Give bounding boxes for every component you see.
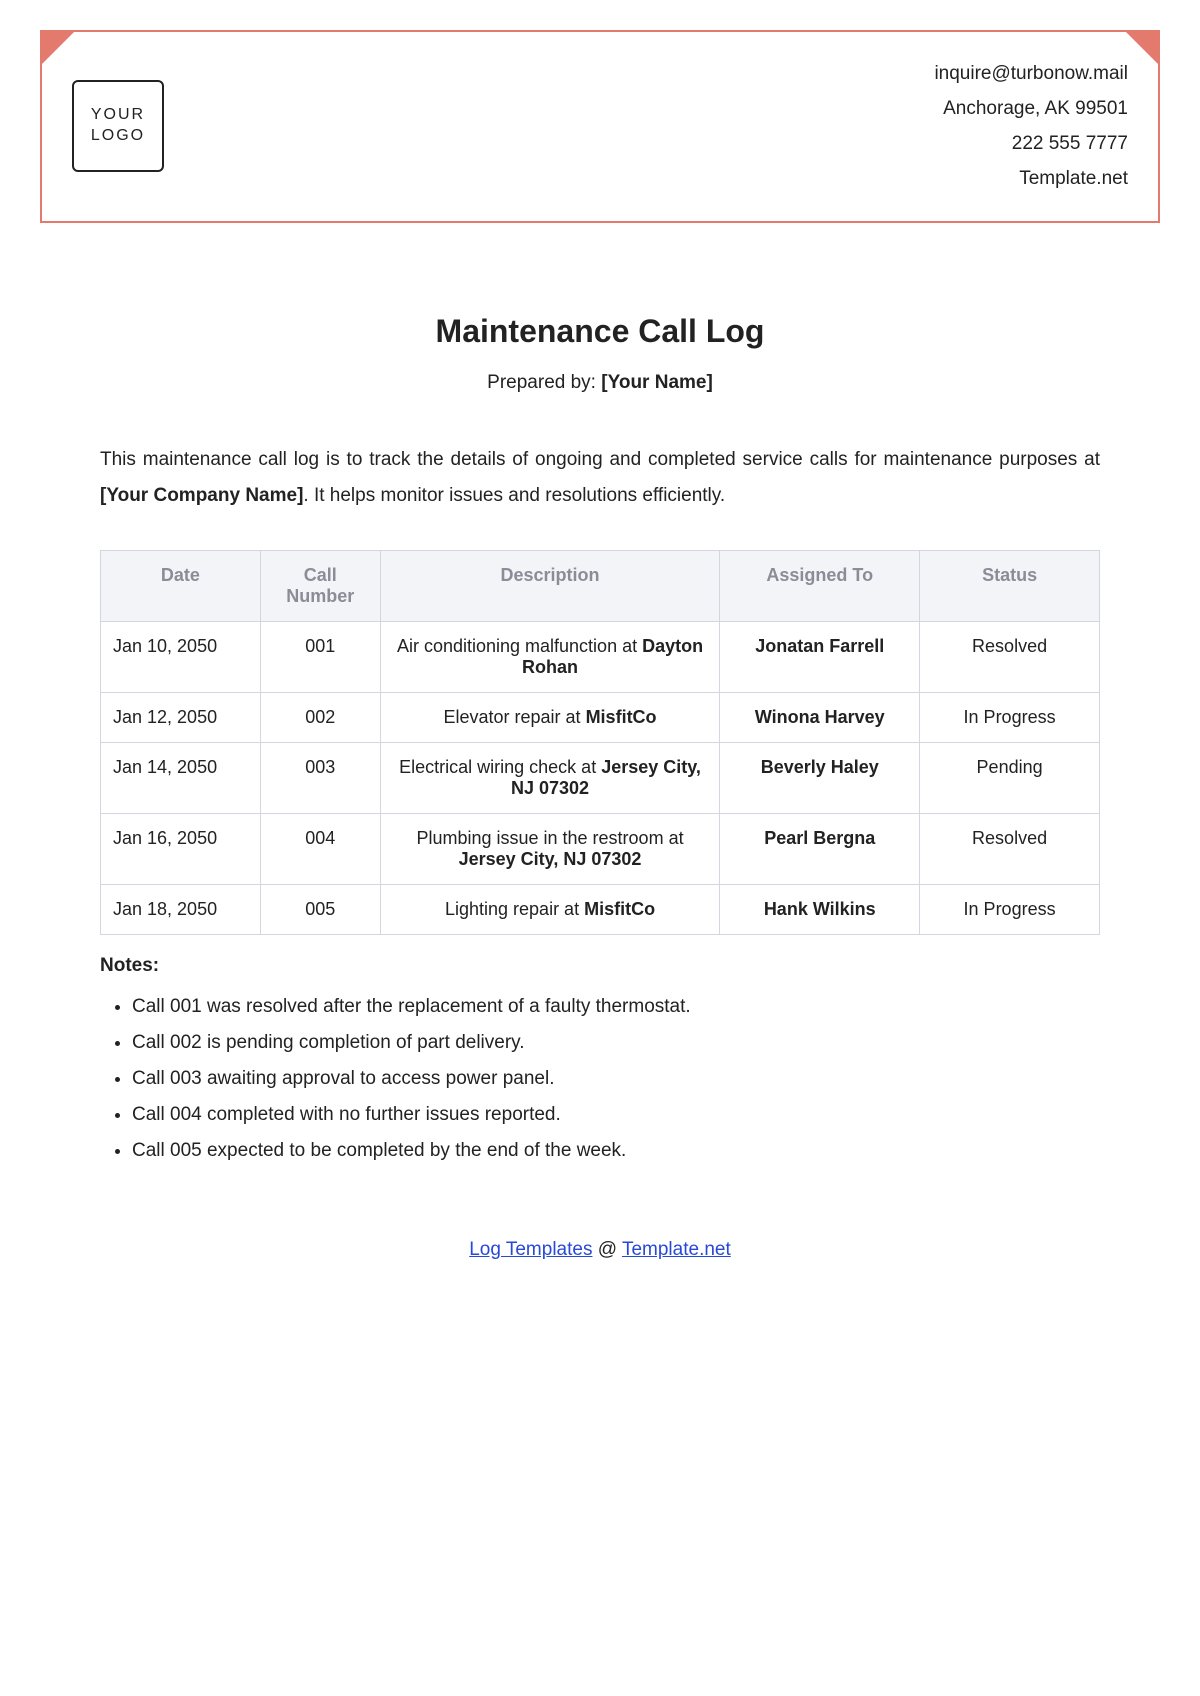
- notes-title: Notes:: [100, 955, 1100, 977]
- cell-date: Jan 16, 2050: [101, 813, 261, 884]
- contact-site: Template.net: [934, 161, 1128, 196]
- intro-pre: This maintenance call log is to track th…: [100, 449, 1100, 470]
- cell-call-number: 001: [260, 621, 380, 692]
- cell-description: Electrical wiring check at Jersey City, …: [380, 742, 720, 813]
- notes-list: Call 001 was resolved after the replacem…: [100, 989, 1100, 1169]
- cell-description: Plumbing issue in the restroom at Jersey…: [380, 813, 720, 884]
- cell-assigned-to: Hank Wilkins: [720, 884, 920, 934]
- contact-address: Anchorage, AK 99501: [934, 91, 1128, 126]
- page-title: Maintenance Call Log: [100, 313, 1100, 350]
- table-header-row: DateCall NumberDescriptionAssigned ToSta…: [101, 550, 1100, 621]
- contact-email: inquire@turbonow.mail: [934, 56, 1128, 91]
- table-col-call-number: Call Number: [260, 550, 380, 621]
- corner-decoration-tl: [40, 30, 76, 66]
- cell-description: Elevator repair at MisfitCo: [380, 692, 720, 742]
- footer-link-log-templates[interactable]: Log Templates: [469, 1239, 592, 1260]
- cell-date: Jan 18, 2050: [101, 884, 261, 934]
- cell-date: Jan 14, 2050: [101, 742, 261, 813]
- cell-call-number: 004: [260, 813, 380, 884]
- note-item: Call 003 awaiting approval to access pow…: [132, 1061, 1100, 1097]
- header-contact: inquire@turbonow.mail Anchorage, AK 9950…: [934, 56, 1128, 197]
- intro-post: . It helps monitor issues and resolution…: [303, 485, 725, 506]
- cell-call-number: 005: [260, 884, 380, 934]
- table-col-description: Description: [380, 550, 720, 621]
- footer-middle: @: [592, 1239, 622, 1260]
- page: YOUR LOGO inquire@turbonow.mail Anchorag…: [0, 0, 1200, 1331]
- intro-text: This maintenance call log is to track th…: [100, 442, 1100, 514]
- table-col-assigned-to: Assigned To: [720, 550, 920, 621]
- cell-call-number: 003: [260, 742, 380, 813]
- table-body: Jan 10, 2050001Air conditioning malfunct…: [101, 621, 1100, 934]
- header-box: YOUR LOGO inquire@turbonow.mail Anchorag…: [40, 30, 1160, 223]
- table-col-date: Date: [101, 550, 261, 621]
- logo-placeholder: YOUR LOGO: [72, 80, 164, 172]
- table-row: Jan 16, 2050004Plumbing issue in the res…: [101, 813, 1100, 884]
- prepared-label: Prepared by:: [487, 372, 601, 393]
- prepared-value: [Your Name]: [601, 372, 713, 393]
- logo-text-line1: YOUR: [91, 105, 145, 126]
- logo-text-line2: LOGO: [91, 126, 145, 147]
- cell-status: Resolved: [920, 621, 1100, 692]
- content: Maintenance Call Log Prepared by: [Your …: [40, 223, 1160, 1292]
- cell-status: In Progress: [920, 884, 1100, 934]
- cell-assigned-to: Beverly Haley: [720, 742, 920, 813]
- cell-assigned-to: Jonatan Farrell: [720, 621, 920, 692]
- note-item: Call 002 is pending completion of part d…: [132, 1025, 1100, 1061]
- cell-assigned-to: Winona Harvey: [720, 692, 920, 742]
- cell-status: In Progress: [920, 692, 1100, 742]
- table-row: Jan 12, 2050002Elevator repair at Misfit…: [101, 692, 1100, 742]
- cell-assigned-to: Pearl Bergna: [720, 813, 920, 884]
- cell-status: Resolved: [920, 813, 1100, 884]
- cell-call-number: 002: [260, 692, 380, 742]
- cell-description: Lighting repair at MisfitCo: [380, 884, 720, 934]
- cell-description: Air conditioning malfunction at Dayton R…: [380, 621, 720, 692]
- table-row: Jan 14, 2050003Electrical wiring check a…: [101, 742, 1100, 813]
- table-row: Jan 18, 2050005Lighting repair at Misfit…: [101, 884, 1100, 934]
- table-col-status: Status: [920, 550, 1100, 621]
- intro-company: [Your Company Name]: [100, 485, 303, 506]
- contact-phone: 222 555 7777: [934, 126, 1128, 161]
- prepared-by: Prepared by: [Your Name]: [100, 372, 1100, 394]
- table-row: Jan 10, 2050001Air conditioning malfunct…: [101, 621, 1100, 692]
- cell-date: Jan 12, 2050: [101, 692, 261, 742]
- footer-link-template-net[interactable]: Template.net: [622, 1239, 731, 1260]
- note-item: Call 005 expected to be completed by the…: [132, 1133, 1100, 1169]
- footer: Log Templates @ Template.net: [100, 1239, 1100, 1261]
- table-head: DateCall NumberDescriptionAssigned ToSta…: [101, 550, 1100, 621]
- cell-status: Pending: [920, 742, 1100, 813]
- cell-date: Jan 10, 2050: [101, 621, 261, 692]
- call-log-table: DateCall NumberDescriptionAssigned ToSta…: [100, 550, 1100, 935]
- note-item: Call 004 completed with no further issue…: [132, 1097, 1100, 1133]
- note-item: Call 001 was resolved after the replacem…: [132, 989, 1100, 1025]
- corner-decoration-tr: [1124, 30, 1160, 66]
